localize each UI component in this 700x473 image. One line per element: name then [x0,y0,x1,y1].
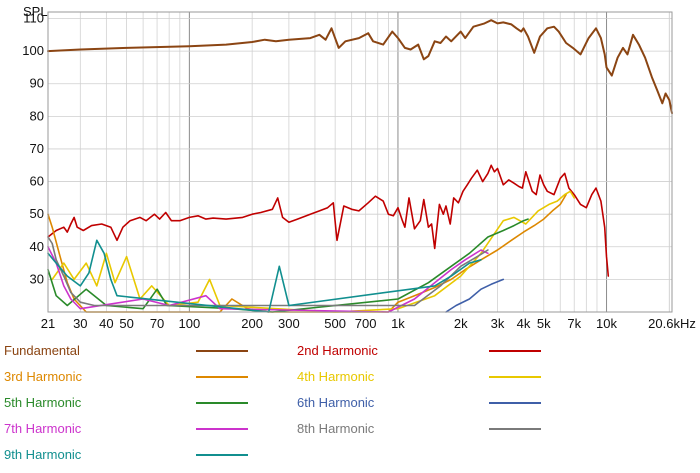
series-line-2nd-harmonic [47,164,610,277]
x-tick-label: 100 [179,316,201,331]
y-tick-label: 30 [30,271,44,286]
chart: 30 40 50 60 70 80 90 100 110 21 30 40 50 70 100 200 300 5… [0,0,700,340]
legend-item: Fundamental [4,342,264,364]
plot-border [47,11,673,313]
legend-swatch [489,350,541,352]
x-tick-label: 300 [278,316,300,331]
y-tick-label: 60 [30,174,44,189]
legend-item: 5th Harmonic [4,394,264,416]
x-tick-label: 3k [491,316,505,331]
legend-item: 3rd Harmonic [4,368,264,390]
x-tick-label: 4k [517,316,531,331]
plot-frame [47,11,673,313]
series-line-6th-harmonic [445,278,505,313]
x-tick-label: 700 [355,316,377,331]
legend-item: 7th Harmonic [4,420,264,442]
series-line-9th-harmonic [47,239,482,313]
legend-label: 5th Harmonic [4,395,82,410]
legend-swatch [489,428,541,430]
x-tick-label: 2k [454,316,468,331]
legend-item: 2nd Harmonic [297,342,557,364]
x-tick-label: 30 [73,316,87,331]
y-axis-title: SPL [23,4,48,19]
legend-label: 3rd Harmonic [4,369,83,384]
series-line-fundamental [47,19,673,115]
legend-swatch [196,402,248,404]
legend-label: 8th Harmonic [297,421,375,436]
x-tick-label: 50 [119,316,133,331]
y-tick-label: 40 [30,239,44,254]
plot-background [0,0,700,340]
x-tick-label: 70 [150,316,164,331]
legend-item: 4th Harmonic [297,368,557,390]
legend-item: 8th Harmonic [297,420,557,442]
series-line-7th-harmonic [47,246,489,313]
legend-label: 2nd Harmonic [297,343,378,358]
y-tick-label: 80 [30,108,44,123]
x-tick-label: 40 [99,316,113,331]
y-tick-label: 90 [30,76,44,91]
legend-swatch [196,350,248,352]
y-tick-label: 110 [23,11,44,26]
y-tick-label: 70 [30,141,44,156]
legend-swatch [489,376,541,378]
legend-label: 9th Harmonic [4,447,82,462]
x-tick-label: 21 [41,316,55,331]
legend-swatch [196,428,248,430]
x-tick-label: 5k [537,316,551,331]
x-tick-label: 200 [241,316,263,331]
x-tick-label: 500 [324,316,346,331]
x-tick-label: 7k [567,316,581,331]
legend-label: 6th Harmonic [297,395,375,410]
grid [48,12,672,312]
legend-label: Fundamental [4,343,80,358]
series-line-8th-harmonic [47,236,489,307]
axis-labels: 30 40 50 60 70 80 90 100 110 21 30 40 50 70 100 200 300 5… [22,11,696,331]
x-tick-label: 1k [391,316,405,331]
legend-swatch [196,454,248,456]
legend-item: 9th Harmonic [4,446,264,468]
legend-swatch [489,402,541,404]
legend-label: 7th Harmonic [4,421,82,436]
y-tick-label: 50 [30,206,44,221]
x-tick-label: 10k [596,316,617,331]
legend-label: 4th Harmonic [297,369,375,384]
legend-swatch [196,376,248,378]
legend: Fundamental 2nd Harmonic 3rd Harmonic 4th H… [0,338,700,473]
x-tick-label: 20.6kHz [648,316,696,331]
legend-item: 6th Harmonic [297,394,557,416]
y-tick-label: 100 [22,43,44,58]
